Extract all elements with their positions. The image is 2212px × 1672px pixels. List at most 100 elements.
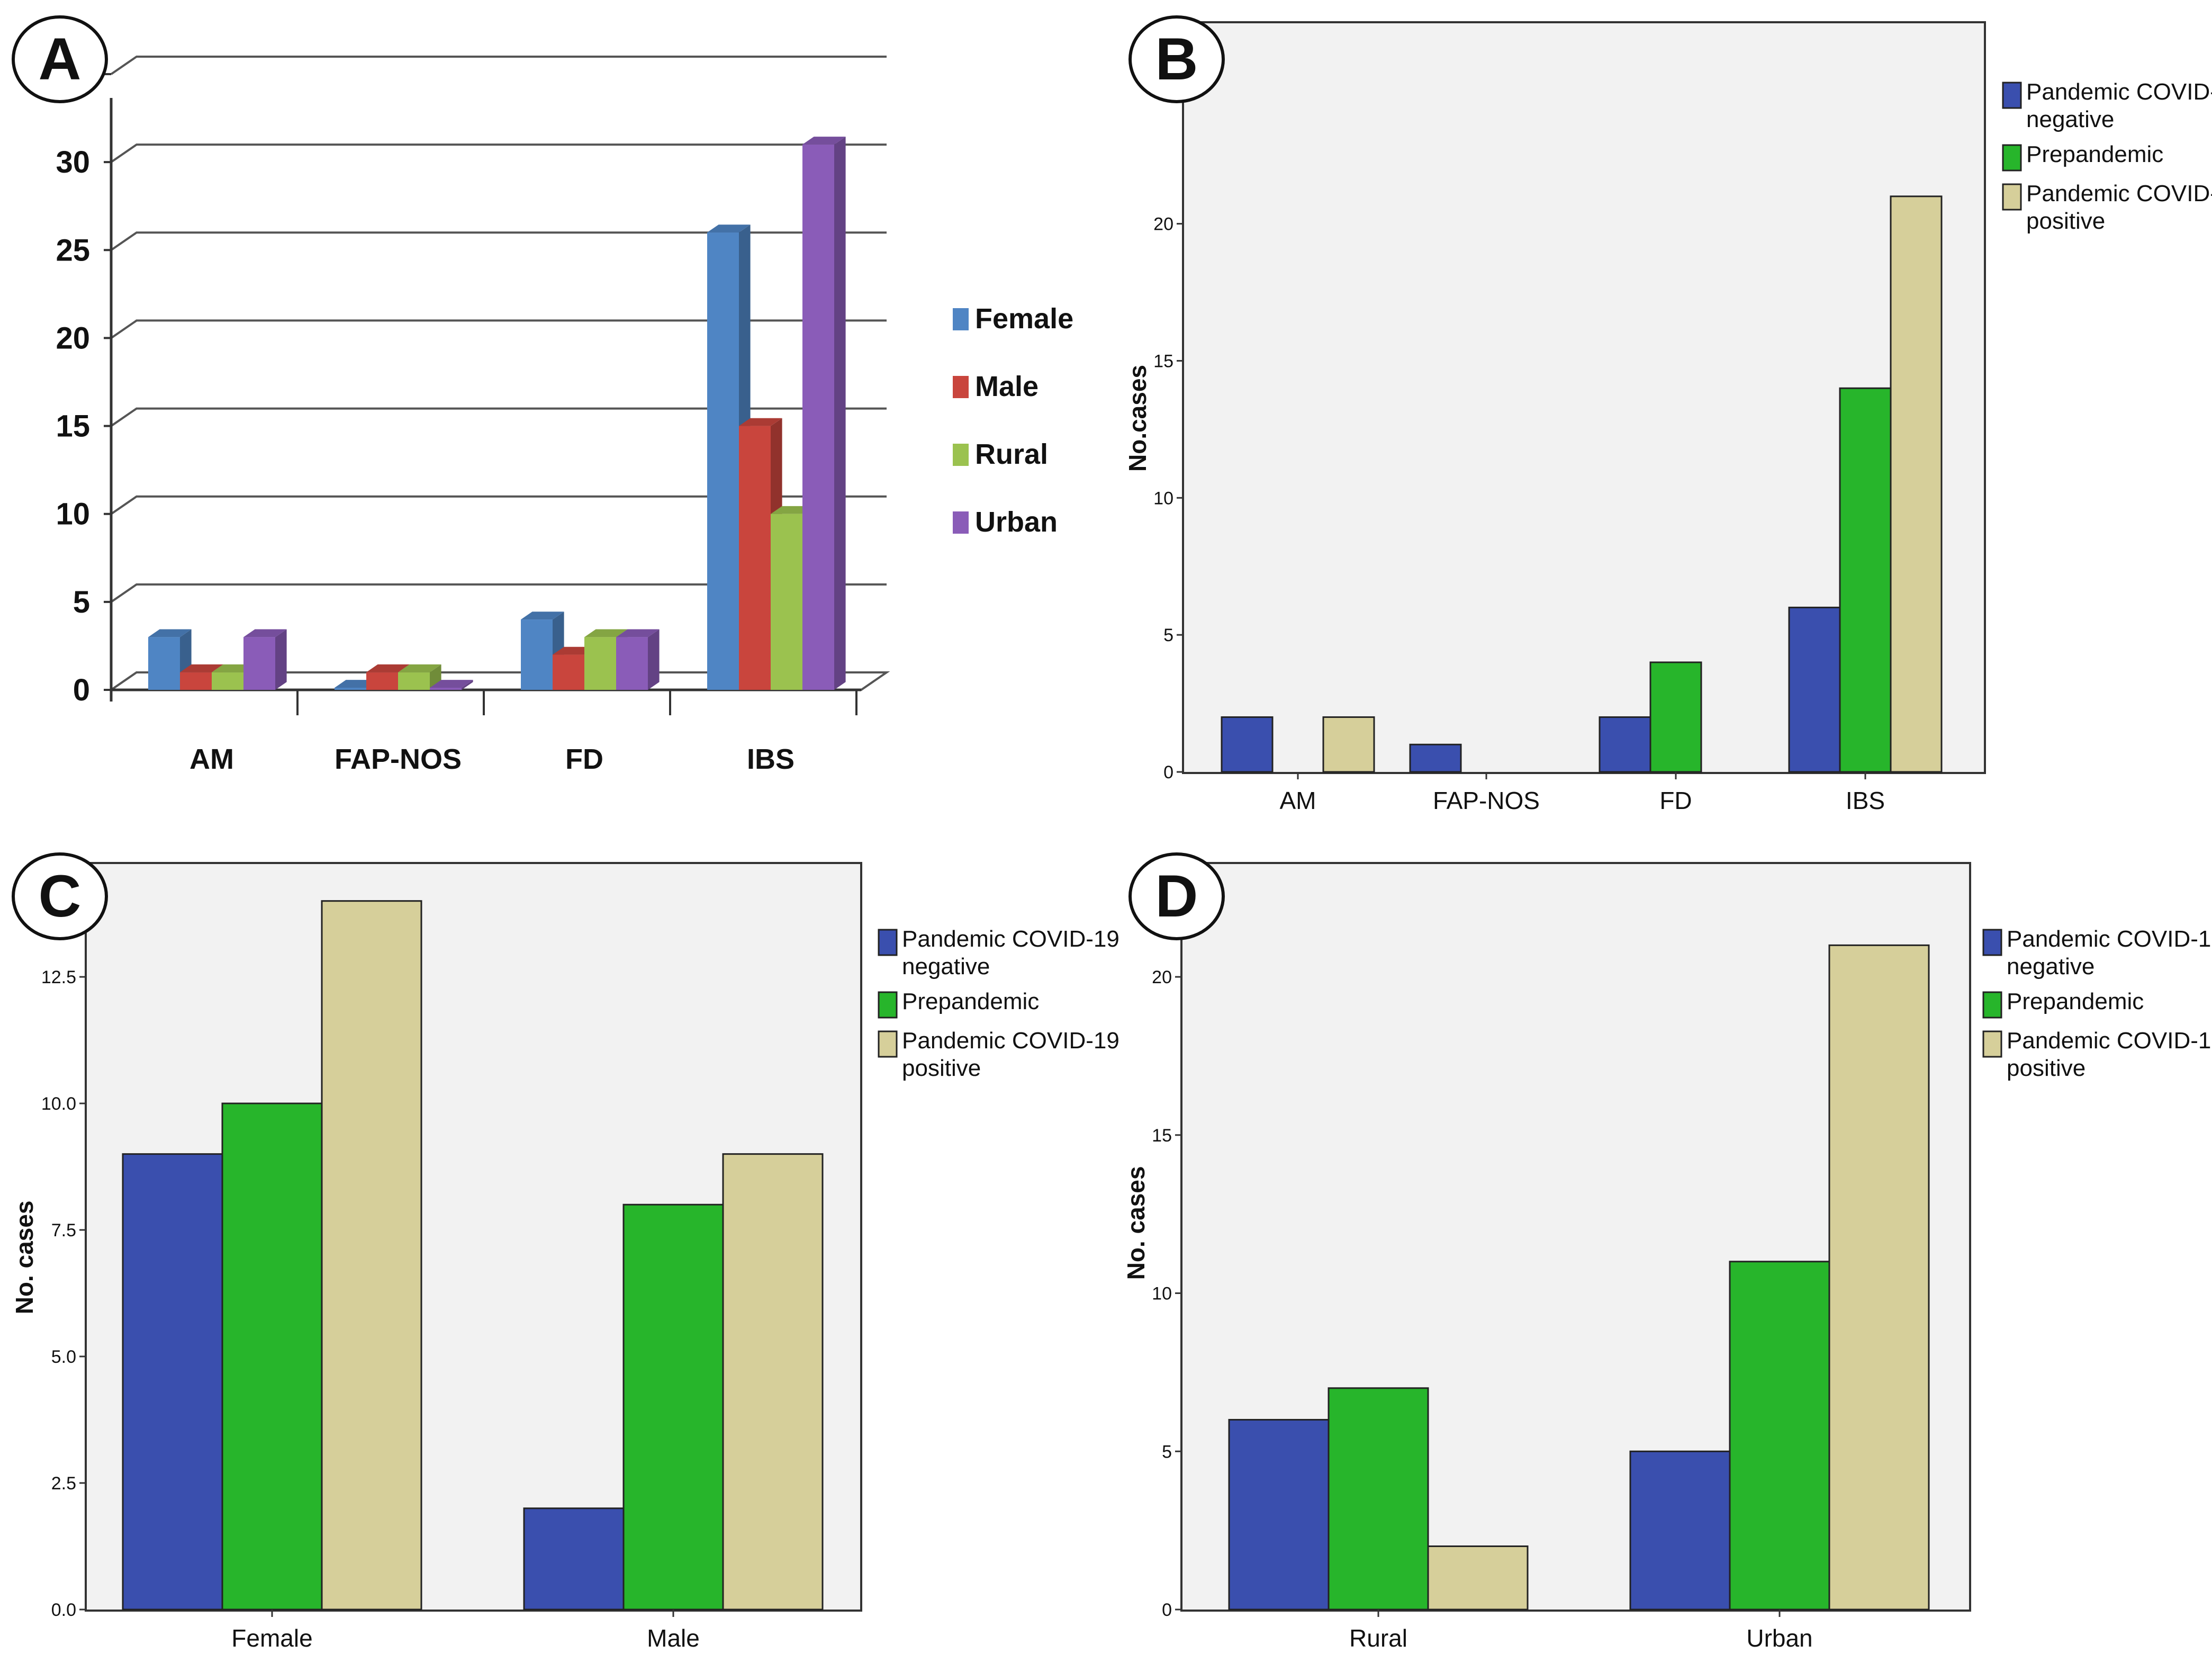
panel-a-x-label: AM <box>189 743 234 775</box>
panel-a-bar-front <box>243 637 275 690</box>
panel-a-bar-top <box>180 664 223 672</box>
panel-b-legend-label-line2: negative <box>2026 106 2114 132</box>
panel-a-bar <box>243 629 287 690</box>
panel-b-bar <box>1221 716 1274 773</box>
panel-a-bar-top <box>739 418 782 426</box>
panel-a-legend-label: Rural <box>975 438 1048 470</box>
panel-a-legend-label: Female <box>975 303 1073 335</box>
panel-a-bar-front <box>553 654 584 690</box>
panel-d-y-tick-label: 0 <box>1162 1600 1172 1620</box>
panel-b-legend-label-line2: positive <box>2026 208 2105 234</box>
panel-d-legend-label-line2: negative <box>2007 954 2094 979</box>
panel-a-bar-front <box>771 514 802 690</box>
panel-c-bar <box>321 900 422 1611</box>
panel-b-letter: B <box>1155 26 1198 92</box>
panel-a-legend-swatch <box>953 511 969 534</box>
panel-c-x-label: Male <box>647 1624 700 1652</box>
panel-a-bar-front <box>584 637 616 690</box>
panel-b-legend-label: Pandemic COVID-19 <box>2026 79 2212 105</box>
panel-a-bar-front <box>802 144 834 690</box>
panel-b-x-label: IBS <box>1846 787 1885 814</box>
panel-d-y-tick-label: 5 <box>1162 1442 1172 1462</box>
panel-a-bar-top <box>430 680 473 688</box>
panel-c-y-axis-label: No. cases <box>11 1201 38 1315</box>
panel-d-x-label: Rural <box>1349 1624 1407 1652</box>
panel-b-x-label: AM <box>1280 787 1316 814</box>
panel-a-legend: Female Male Rural Urban <box>953 303 1073 538</box>
panel-b-legend-swatch <box>2002 144 2022 172</box>
panel-b-legend-label: Pandemic COVID-19 <box>2026 181 2212 206</box>
panel-b-bar <box>1890 195 1943 773</box>
panel-c-y-tick-label: 12.5 <box>41 967 76 987</box>
panel-d-legend-label: Pandemic COVID-19 <box>2007 926 2212 952</box>
panel-a-gridline <box>110 583 887 603</box>
panel-b-x-label: FAP-NOS <box>1433 787 1540 814</box>
panel-a-bar-front <box>707 232 739 690</box>
panel-a-gridline <box>110 407 887 427</box>
panel-c-y-tick-label: 5.0 <box>51 1347 76 1367</box>
panel-a-x-labels: AM FAP-NOS FD IBS <box>189 690 857 775</box>
panel-d-legend-label: Prepandemic <box>2007 988 2144 1014</box>
panel-a-bar-side <box>462 680 473 690</box>
panel-c-bar <box>122 1153 223 1611</box>
panel-d-badge: D <box>1128 852 1225 940</box>
panel-c-bar <box>722 1153 824 1611</box>
panel-a-letter: A <box>39 26 82 92</box>
panel-c-letter: C <box>39 863 82 929</box>
panel-a-y-tick-label: 30 <box>56 145 90 179</box>
panel-d-legend-label-line2: positive <box>2007 1055 2085 1081</box>
panel-b-y-tick-label: 5 <box>1163 625 1173 645</box>
panel-a-bar-side <box>275 629 287 690</box>
panel-c-bar <box>622 1203 724 1611</box>
panel-c-bar <box>523 1507 625 1611</box>
panel-b-bar <box>1409 743 1462 773</box>
panel-a-bar-side <box>648 629 660 690</box>
panel-a-legend-label: Urban <box>975 506 1058 538</box>
panel-d-bars <box>1228 944 1930 1611</box>
panel-c-legend-swatch <box>878 1030 898 1058</box>
panel-a-bar-front <box>398 672 430 690</box>
panel-a-bar <box>398 664 441 690</box>
panel-b-bar <box>1788 606 1841 773</box>
panel-c-y-tick-label: 2.5 <box>51 1473 76 1494</box>
panel-a-y-tick-label: 0 <box>73 673 90 707</box>
panel-a-bar-top <box>148 629 192 637</box>
panel-c: 0.0 2.5 5.0 7.5 10.0 12.5 Female Male No. case… <box>11 862 1119 1652</box>
panel-b-legend: Pandemic COVID-19negativePrepandemicPand… <box>2002 79 2212 234</box>
panel-c-y-tick-label: 0.0 <box>51 1600 76 1620</box>
panel-b-legend-swatch <box>2002 183 2022 211</box>
panel-c-x-labels: Female Male <box>231 1610 700 1652</box>
panel-c-legend-swatch <box>878 991 898 1019</box>
panel-a-bars <box>148 137 846 690</box>
panel-d-y-ticks: 0 5 10 15 20 <box>1152 967 1181 1620</box>
panel-d: 0 5 10 15 20 Rural Urban No. cases Pandemic C… <box>1122 862 2212 1652</box>
panel-c-legend: Pandemic COVID-19negativePrepandemicPand… <box>878 926 1119 1081</box>
panel-c-bars <box>122 900 824 1611</box>
panel-d-x-labels: Rural Urban <box>1349 1610 1813 1652</box>
panel-a-bar-front <box>430 688 462 690</box>
panel-b-y-tick-label: 0 <box>1163 762 1173 783</box>
panel-a-y-ticks: 05101520253035 <box>56 57 111 707</box>
panel-a-bar-top <box>243 629 287 637</box>
panel-c-legend-label: Pandemic COVID-19 <box>902 926 1119 952</box>
panel-a-bar-front <box>366 672 398 690</box>
panel-a-x-label: FD <box>565 743 603 775</box>
panel-a-y-tick-label: 25 <box>56 233 90 267</box>
panel-b-bar <box>1599 716 1651 773</box>
panel-c-bar <box>221 1102 323 1611</box>
panel-a-y-tick-label: 5 <box>73 585 90 619</box>
panel-c-y-tick-label: 10.0 <box>41 1094 76 1114</box>
panel-b-legend-swatch <box>2002 82 2022 109</box>
panel-a-legend-label: Male <box>975 371 1039 402</box>
panel-a-bar-front <box>180 672 212 690</box>
panel-d-y-tick-label: 20 <box>1152 967 1172 987</box>
panel-b-badge: B <box>1128 15 1225 103</box>
panel-d-y-axis-label: No. cases <box>1122 1166 1150 1280</box>
panel-a-badge: A <box>12 15 108 103</box>
panel-a-bar-front <box>148 637 180 690</box>
panel-b-bar <box>1649 661 1702 773</box>
panel-b-bar <box>1839 387 1892 773</box>
panel-c-legend-label: Pandemic COVID-19 <box>902 1028 1119 1054</box>
panel-b-bar <box>1322 716 1375 773</box>
